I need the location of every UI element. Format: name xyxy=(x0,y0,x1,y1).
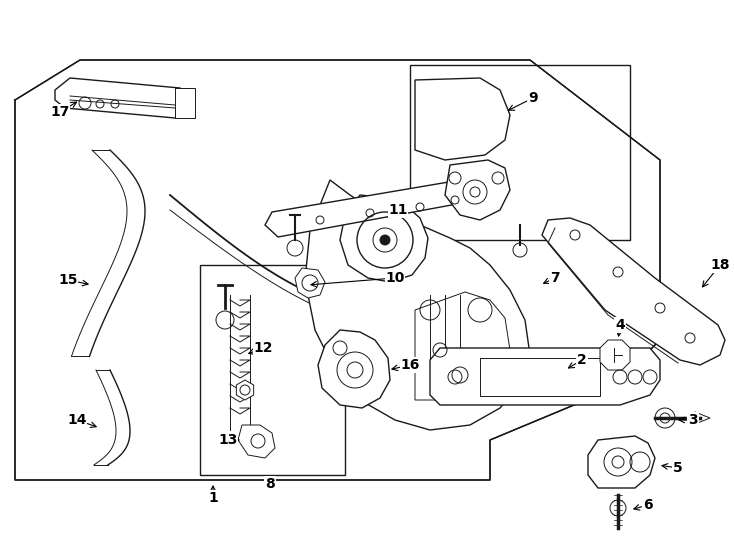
Text: 2: 2 xyxy=(577,353,587,367)
Polygon shape xyxy=(238,425,275,458)
Polygon shape xyxy=(445,160,510,220)
Text: 13: 13 xyxy=(218,433,238,447)
Text: 15: 15 xyxy=(58,273,78,287)
Polygon shape xyxy=(15,60,660,480)
Text: 18: 18 xyxy=(711,258,730,272)
Text: 7: 7 xyxy=(550,271,560,285)
Text: 17: 17 xyxy=(51,105,70,119)
Text: 8: 8 xyxy=(265,477,275,491)
Polygon shape xyxy=(415,78,510,160)
Polygon shape xyxy=(295,268,325,298)
Polygon shape xyxy=(340,195,428,282)
Polygon shape xyxy=(175,88,195,118)
Text: 16: 16 xyxy=(400,358,420,372)
Polygon shape xyxy=(588,436,655,488)
Text: 4: 4 xyxy=(615,318,625,332)
Polygon shape xyxy=(305,180,530,430)
Text: 1: 1 xyxy=(208,491,218,505)
Text: 10: 10 xyxy=(385,271,404,285)
Text: 6: 6 xyxy=(643,498,653,512)
Text: 3: 3 xyxy=(688,413,698,427)
Polygon shape xyxy=(55,78,195,118)
Bar xyxy=(410,65,630,240)
Bar xyxy=(200,265,345,475)
Polygon shape xyxy=(542,218,725,365)
Text: 14: 14 xyxy=(68,413,87,427)
Polygon shape xyxy=(265,175,500,237)
Text: 9: 9 xyxy=(528,91,538,105)
Text: 5: 5 xyxy=(673,461,683,475)
Polygon shape xyxy=(236,380,254,400)
Polygon shape xyxy=(318,330,390,408)
Polygon shape xyxy=(600,340,630,370)
Bar xyxy=(480,358,600,396)
Text: 11: 11 xyxy=(388,203,408,217)
Polygon shape xyxy=(430,348,660,405)
Circle shape xyxy=(380,235,390,245)
Text: 12: 12 xyxy=(253,341,273,355)
